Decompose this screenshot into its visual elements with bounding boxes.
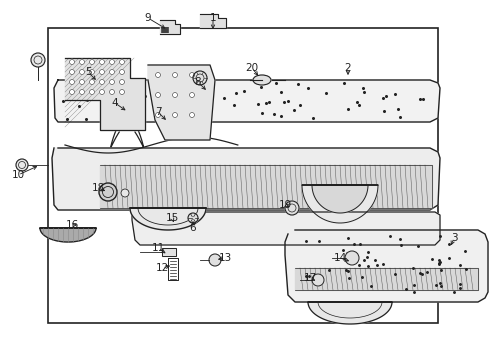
Text: 5: 5 [85,67,91,77]
Polygon shape [295,268,478,290]
Ellipse shape [253,75,271,85]
Polygon shape [54,80,440,122]
Text: 19: 19 [278,200,292,210]
Text: 17: 17 [303,273,317,283]
Circle shape [99,183,117,201]
Circle shape [285,201,299,215]
Text: 1: 1 [210,13,216,23]
Circle shape [172,112,177,117]
Circle shape [90,69,95,75]
Bar [162,248,176,256]
Circle shape [99,69,104,75]
Circle shape [31,53,45,67]
Polygon shape [65,58,145,130]
Text: 8: 8 [195,77,201,87]
Circle shape [70,90,74,94]
Bar [48,28,438,323]
Text: 2: 2 [344,63,351,73]
Polygon shape [148,65,215,140]
Polygon shape [312,185,368,213]
Circle shape [190,112,195,117]
Circle shape [120,69,124,75]
Circle shape [99,59,104,64]
Circle shape [99,90,104,94]
Circle shape [121,189,129,197]
Circle shape [90,59,95,64]
Circle shape [109,59,115,64]
Polygon shape [302,185,378,223]
Text: 20: 20 [245,63,259,73]
Polygon shape [308,302,392,324]
Text: 11: 11 [151,243,165,253]
Text: 10: 10 [11,170,24,180]
Circle shape [70,59,74,64]
Text: 14: 14 [333,253,346,263]
Polygon shape [100,165,432,208]
Circle shape [16,159,28,171]
Circle shape [90,80,95,85]
Polygon shape [160,20,180,34]
Circle shape [70,69,74,75]
Polygon shape [130,208,206,230]
Circle shape [79,69,84,75]
Circle shape [109,80,115,85]
Text: 4: 4 [112,98,118,108]
Text: 6: 6 [190,223,196,233]
Polygon shape [285,230,488,302]
Circle shape [190,72,195,77]
Circle shape [109,90,115,94]
Text: 12: 12 [155,263,169,273]
Circle shape [99,80,104,85]
Circle shape [193,71,207,85]
Text: 9: 9 [145,13,151,23]
Text: 7: 7 [155,107,161,117]
Polygon shape [40,228,96,242]
Bar [162,248,176,256]
Circle shape [79,90,84,94]
Polygon shape [132,212,440,245]
Circle shape [70,80,74,85]
Circle shape [155,93,161,98]
Circle shape [345,251,359,265]
Circle shape [120,90,124,94]
Circle shape [312,274,324,286]
Text: 16: 16 [65,220,78,230]
Text: 13: 13 [219,253,232,263]
Circle shape [209,254,221,266]
Circle shape [155,72,161,77]
Text: 15: 15 [166,213,179,223]
Circle shape [109,69,115,75]
Circle shape [172,93,177,98]
Circle shape [188,213,198,223]
Circle shape [90,90,95,94]
Circle shape [172,72,177,77]
Circle shape [79,59,84,64]
Circle shape [120,59,124,64]
Text: 3: 3 [451,233,457,243]
Circle shape [79,80,84,85]
Circle shape [155,112,161,117]
Circle shape [190,93,195,98]
Circle shape [120,80,124,85]
Text: 18: 18 [91,183,105,193]
Polygon shape [200,14,226,28]
Polygon shape [52,148,440,210]
